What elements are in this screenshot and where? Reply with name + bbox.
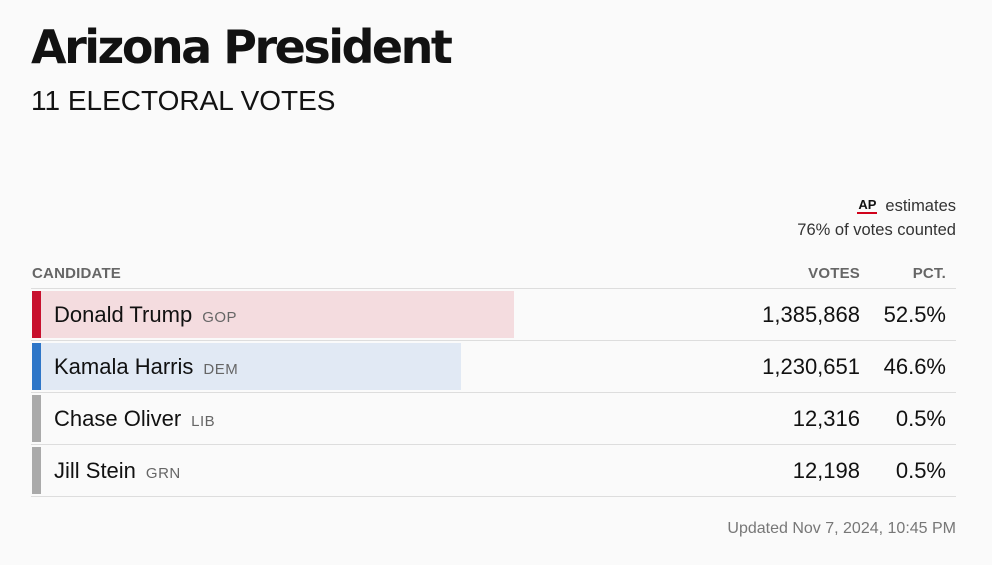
vote-share-bar: [41, 291, 515, 338]
candidate-name-cell: Donald Trump GOP: [54, 302, 237, 331]
ap-estimates: AP estimates: [797, 194, 956, 218]
column-header-pct: PCT.: [912, 265, 946, 282]
page-title: Arizona President: [31, 20, 453, 74]
candidate-row-trump: Donald Trump GOP 1,385,868 52.5%: [31, 289, 956, 341]
vote-percent: 52.5%: [883, 302, 946, 327]
source-info: AP estimates 76% of votes counted: [797, 194, 956, 242]
column-header-candidate: CANDIDATE: [32, 265, 122, 282]
vote-count: 12,316: [792, 406, 860, 431]
candidate-name-cell: Jill Stein GRN: [54, 458, 181, 487]
ap-logo: AP: [857, 197, 878, 214]
vote-percent: 0.5%: [895, 406, 946, 431]
vote-count: 12,198: [792, 458, 860, 483]
candidate-name-cell: Kamala Harris DEM: [54, 354, 238, 383]
vote-count: 1,230,651: [762, 354, 860, 379]
vote-percent: 46.6%: [883, 354, 946, 379]
party-color-bar: [32, 291, 41, 338]
candidate-name: Donald Trump: [54, 302, 193, 327]
table-header: CANDIDATE VOTES PCT.: [31, 258, 956, 289]
candidate-name-cell: Chase Oliver LIB: [54, 406, 215, 435]
candidate-row-stein: Jill Stein GRN 12,198 0.5%: [31, 445, 956, 497]
candidate-name: Chase Oliver: [54, 406, 182, 431]
party-label: GOP: [202, 309, 238, 326]
candidate-name: Jill Stein: [54, 458, 136, 483]
party-label: LIB: [191, 413, 216, 430]
party-color-bar: [32, 395, 41, 442]
party-color-bar: [32, 447, 41, 494]
candidate-row-oliver: Chase Oliver LIB 12,316 0.5%: [31, 393, 956, 445]
updated-timestamp: Updated Nov 7, 2024, 10:45 PM: [727, 520, 956, 537]
column-header-votes: VOTES: [808, 265, 860, 282]
vote-share-bar: [41, 343, 461, 390]
votes-counted: 76% of votes counted: [797, 221, 956, 239]
party-label: DEM: [203, 361, 239, 378]
electoral-votes-label: 11 ELECTORAL VOTES: [31, 85, 336, 116]
candidate-row-harris: Kamala Harris DEM 1,230,651 46.6%: [31, 341, 956, 393]
vote-count: 1,385,868: [762, 302, 860, 327]
candidate-name: Kamala Harris: [54, 354, 194, 379]
party-label: GRN: [145, 465, 181, 482]
estimates-label: estimates: [885, 197, 956, 215]
results-table: CANDIDATE VOTES PCT. Donald Trump GOP 1,3…: [31, 258, 956, 497]
vote-percent: 0.5%: [895, 458, 946, 483]
party-color-bar: [32, 343, 41, 390]
